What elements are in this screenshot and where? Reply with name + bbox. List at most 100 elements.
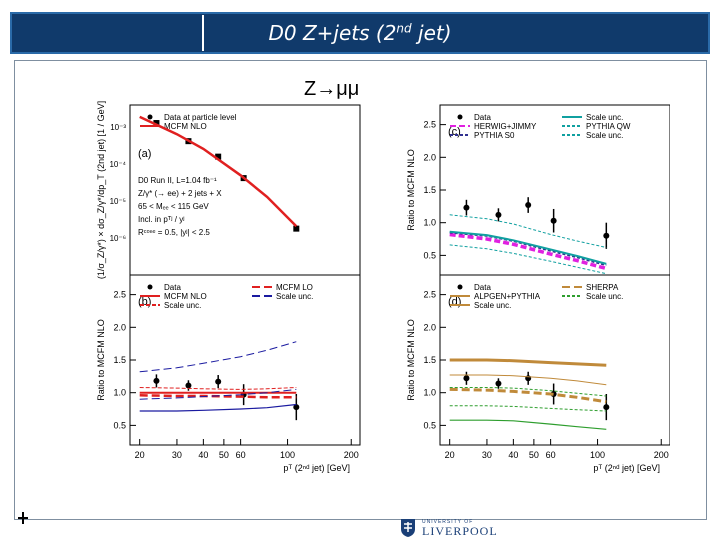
xtick-label-d: 20 (445, 450, 455, 460)
legend-entry-c: HERWIG+JIMMY (474, 122, 537, 131)
series-line-d (449, 358, 607, 367)
ytick-label-d: 1.0 (423, 388, 436, 398)
legend-entry-b: Data (164, 283, 181, 292)
xtick-label-b: 50 (219, 450, 229, 460)
legend-marker-c (457, 114, 463, 120)
figure-container: 10⁻³ 10⁻⁴ 10⁻⁵ 10⁻⁶ (1/σ_Z/γ*) × dσ_Z/γ*/dp_… (60, 100, 671, 480)
series-line-d (449, 419, 607, 430)
legend-entry-d: ALPGEN+PYTHIA (474, 292, 541, 301)
data-point-c (463, 204, 470, 211)
xtick-label-b: 30 (172, 450, 182, 460)
university-logo: UNIVERSITY OF LIVERPOOL (400, 518, 498, 538)
content-frame (14, 60, 707, 520)
data-point-b (293, 404, 300, 411)
xtick-label-b: 20 (135, 450, 145, 460)
ylabel-c: Ratio to MCFM NLO (406, 149, 416, 231)
ytick-label-d: 2.0 (423, 322, 436, 332)
ytick-label-b: 0.5 (113, 420, 126, 430)
data-point-d (463, 375, 470, 382)
series-line-c (449, 230, 607, 265)
legend-entry-b: Scale unc. (276, 292, 313, 301)
ytick-label-b: 1.0 (113, 388, 126, 398)
legend-entry-d: Data (474, 283, 491, 292)
series-line-b (139, 387, 297, 390)
series-line-d (449, 387, 607, 404)
xlabel-d: pᵀ (2ⁿᵈ jet) [GeV] (593, 463, 660, 473)
series-line-b (139, 341, 297, 373)
legend-entry-c: Data (474, 113, 491, 122)
panel-title-b: (b) (138, 296, 151, 308)
legend-entry-b: Scale unc. (164, 301, 201, 310)
xlabel-b: pᵀ (2ⁿᵈ jet) [GeV] (283, 463, 350, 473)
data-point-c (603, 232, 610, 239)
data-point-d (495, 380, 502, 387)
xtick-label-d: 100 (590, 450, 605, 460)
xtick-label-b: 200 (344, 450, 359, 460)
annotation-a: D0 Run II, L=1.04 fb⁻¹ (138, 176, 217, 185)
xtick-label-d: 200 (654, 450, 669, 460)
xtick-label-d: 40 (508, 450, 518, 460)
data-point-c (550, 217, 557, 224)
corner-mark (18, 512, 28, 524)
ytick-label-c: 1.5 (423, 185, 436, 195)
shield-icon (401, 519, 415, 537)
xtick-label-d: 60 (546, 450, 556, 460)
legend-entry-d: Scale unc. (586, 292, 623, 301)
ytick-label-d: 2.5 (423, 290, 436, 300)
panel-title-c: (c) (448, 126, 461, 138)
legend-entry-c: Scale unc. (586, 131, 623, 140)
series-line-a (139, 115, 298, 228)
series-line-b (139, 388, 297, 400)
legend-marker-a (147, 114, 153, 120)
annotation-a: 65 < Mₑₑ < 115 GeV (138, 202, 209, 211)
ylabel-b: Ratio to MCFM NLO (96, 319, 106, 401)
panel-title-d: (d) (448, 296, 461, 308)
channel-label: Z→μμ (304, 78, 360, 100)
figure-svg: 10⁻³ 10⁻⁴ 10⁻⁵ 10⁻⁶ (1/σ_Z/γ*) × dσ_Z/γ*/dp_… (96, 101, 671, 473)
ytick-label-a: 10⁻⁵ (110, 197, 126, 206)
data-point-b (185, 382, 192, 389)
legend-entry-c: PYTHIA QW (586, 122, 631, 131)
panel-title-a: (a) (138, 148, 151, 160)
ytick-label-b: 1.5 (113, 355, 126, 365)
legend-entry-b: MCFM LO (276, 283, 313, 292)
data-point-a (153, 120, 160, 127)
legend-marker-b (147, 284, 153, 290)
data-point-a (293, 225, 300, 232)
logo-big-text: LIVERPOOL (422, 523, 498, 538)
slide-title-bar: D0 Z+jets (2nd jet) (10, 12, 710, 54)
ytick-label-c: 2.0 (423, 152, 436, 162)
series-line-c (449, 232, 607, 271)
title-divider (202, 15, 204, 51)
legend-entry-b: MCFM NLO (164, 292, 207, 301)
xtick-label-b: 100 (280, 450, 295, 460)
legend-entry-a: Data at particle level (164, 113, 237, 122)
legend-marker-d (457, 284, 463, 290)
xtick-label-b: 60 (236, 450, 246, 460)
series-line-b (139, 403, 297, 412)
annotation-a: Incl. in pᵀʲ / yʲ (138, 215, 184, 224)
slide-title: D0 Z+jets (2nd jet) (268, 21, 452, 45)
panel-frame-a (129, 104, 361, 276)
data-point-a (215, 153, 222, 160)
xtick-label-d: 30 (482, 450, 492, 460)
series-line-c (449, 214, 607, 248)
ylabel-d: Ratio to MCFM NLO (406, 319, 416, 401)
annotation-a: Rᶜᵒⁿᵉ = 0.5, |yʲ| < 2.5 (138, 228, 210, 237)
panel-frame-b (129, 274, 361, 446)
ytick-label-c: 2.5 (423, 120, 436, 130)
legend-entry-a: MCFM NLO (164, 122, 207, 131)
logo-small-text: UNIVERSITY OF (422, 518, 474, 525)
legend-entry-c: PYTHIA S0 (474, 131, 515, 140)
xtick-label-d: 50 (529, 450, 539, 460)
ytick-label-d: 0.5 (423, 420, 436, 430)
data-point-b (153, 377, 160, 384)
legend-entry-d: SHERPA (586, 283, 619, 292)
ylabel-a: (1/σ_Z/γ*) × dσ_Z/γ*/dp_T (2nd jet) [1 /… (96, 101, 106, 279)
ytick-label-a: 10⁻⁴ (109, 160, 126, 169)
ytick-label-c: 1.0 (423, 218, 436, 228)
ytick-label-a: 10⁻³ (110, 123, 126, 132)
series-line-d (449, 405, 607, 412)
data-point-d (603, 404, 610, 411)
legend-entry-d: Scale unc. (474, 301, 511, 310)
